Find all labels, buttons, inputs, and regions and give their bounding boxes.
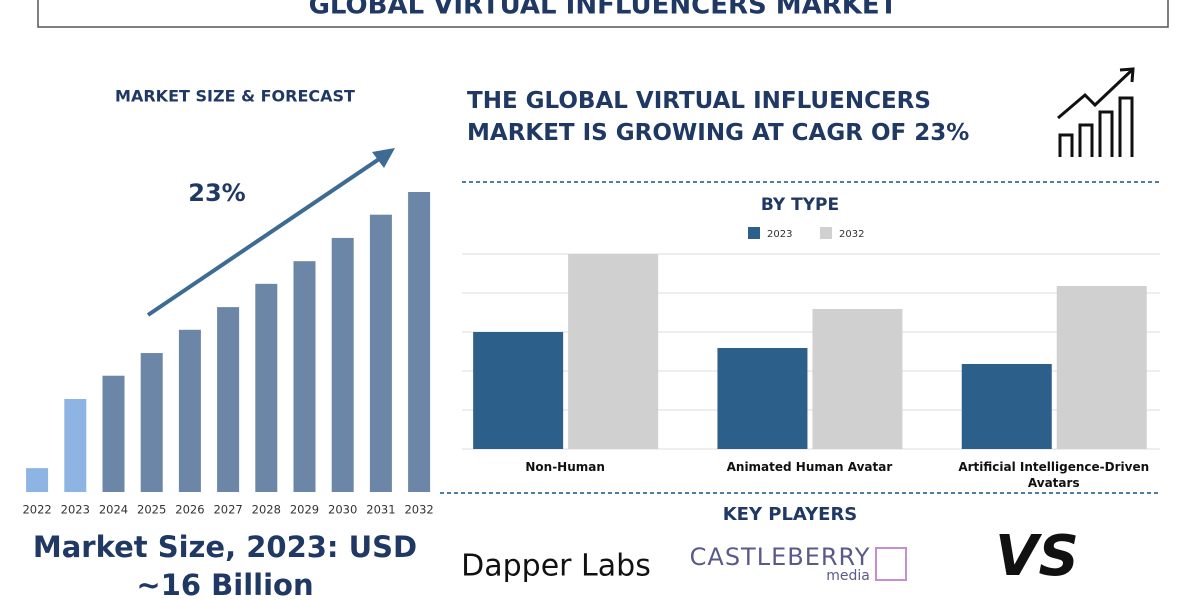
x-tick-label: Animated Human Avatar <box>726 460 893 474</box>
bar <box>331 237 354 492</box>
x-tick-label: 2026 <box>175 503 204 517</box>
player-logo: VS <box>995 524 1079 589</box>
bar <box>408 192 431 492</box>
section-title: KEY PLAYERS <box>723 504 858 525</box>
growth-arrow <box>146 148 395 317</box>
bar <box>369 214 392 492</box>
bar <box>140 353 163 492</box>
x-tick-label: Artificial Intelligence-Driven Avatars <box>958 460 1150 490</box>
x-tick-label: 2030 <box>328 503 357 517</box>
bar <box>102 375 125 492</box>
x-tick-label: Non-Human <box>525 460 605 474</box>
bar <box>217 307 240 492</box>
chart-title: BY TYPE <box>761 195 839 215</box>
annotation: 23% <box>188 179 245 207</box>
bar <box>1056 285 1147 449</box>
player-logo: Dapper Labs <box>461 549 651 584</box>
bar <box>255 283 278 492</box>
chart-title: MARKET SIZE & FORECAST <box>115 87 355 106</box>
logo-icon <box>875 547 907 581</box>
page-title: GLOBAL VIRTUAL INFLUENCERS MARKET <box>309 0 898 21</box>
player-logo: CASTLEBERRY <box>690 543 871 571</box>
title-box <box>37 0 1169 28</box>
bar <box>717 347 808 449</box>
x-tick-label: 2029 <box>290 503 319 517</box>
player-logo: media <box>826 568 870 584</box>
bar <box>178 329 201 492</box>
x-tick-label: 2023 <box>61 503 90 517</box>
x-tick-label: 2032 <box>404 503 433 517</box>
bar <box>473 332 564 449</box>
x-tick-label: 2031 <box>366 503 395 517</box>
legend-label: 2023 <box>767 229 792 240</box>
bar <box>961 363 1052 449</box>
x-tick-label: 2027 <box>213 503 242 517</box>
legend-swatch <box>748 227 760 239</box>
bar <box>26 468 49 492</box>
headline: THE GLOBAL VIRTUAL INFLUENCERS MARKET IS… <box>467 88 970 146</box>
growth-icon <box>1057 67 1135 157</box>
x-tick-label: 2022 <box>22 503 51 517</box>
bar <box>64 398 87 492</box>
x-tick-label: 2024 <box>99 503 128 517</box>
bar <box>293 261 316 492</box>
x-tick-label: 2028 <box>252 503 281 517</box>
legend-swatch <box>820 227 832 239</box>
bar <box>812 308 903 449</box>
legend-label: 2032 <box>839 229 864 240</box>
x-tick-label: 2025 <box>137 503 166 517</box>
market-size: Market Size, 2023: USD ~16 Billion <box>32 530 418 600</box>
bar <box>568 254 659 449</box>
